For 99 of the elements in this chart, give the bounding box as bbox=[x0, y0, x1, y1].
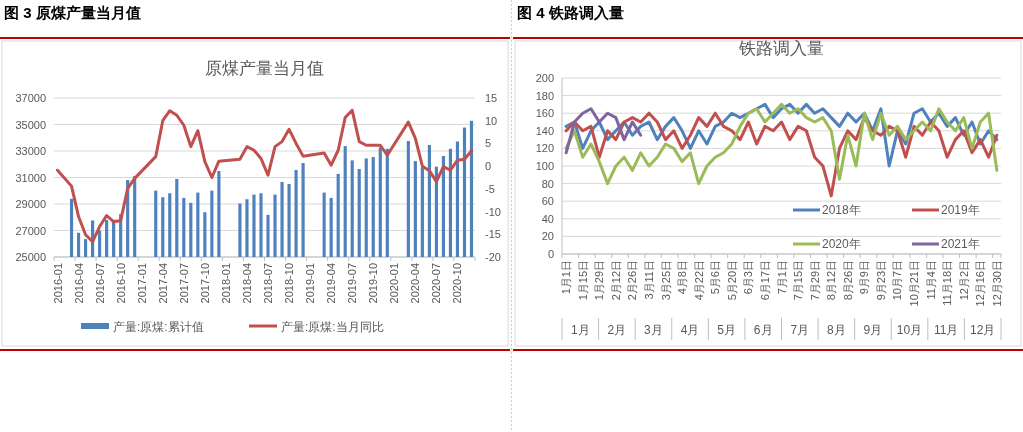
x-tick-label: 10月21日 bbox=[908, 260, 921, 307]
x-tick-label: 2020-07 bbox=[430, 263, 443, 304]
x-tick-label: 7月29日 bbox=[808, 260, 821, 301]
y2-tick-label: -15 bbox=[485, 228, 501, 241]
y-tick-label: 160 bbox=[535, 107, 554, 120]
x-tick-label: 2016-04 bbox=[72, 263, 85, 304]
y2-tick-label: -5 bbox=[485, 182, 495, 195]
x-tick-label: 7月1日 bbox=[775, 260, 788, 295]
x-tick-label: 12月30日 bbox=[990, 260, 1003, 307]
line-series bbox=[564, 102, 999, 186]
text: 3月 bbox=[644, 323, 663, 337]
x-tick-label: 12月2日 bbox=[957, 260, 970, 301]
y-tick-label: 31000 bbox=[15, 171, 46, 184]
y2-tick-label: 10 bbox=[485, 114, 498, 127]
x-tick-label: 2019-01 bbox=[304, 263, 317, 304]
y-tick-label: 180 bbox=[535, 89, 554, 102]
y-tick-label: 60 bbox=[541, 195, 554, 208]
y-tick-label: 29000 bbox=[15, 198, 46, 210]
x-tick-label: 3月11日 bbox=[642, 260, 655, 300]
x-tick-label: 2018-04 bbox=[240, 263, 253, 304]
y-tick-label: 35000 bbox=[15, 118, 46, 131]
x-tick-label: 2019-07 bbox=[346, 263, 359, 304]
text: 6月 bbox=[753, 323, 773, 337]
legend-label: 2018年 bbox=[822, 203, 861, 217]
text: 4月 bbox=[680, 323, 700, 337]
y-tick-label: 140 bbox=[535, 124, 554, 137]
legend-label: 2019年 bbox=[941, 203, 980, 217]
x-tick-label: 2019-04 bbox=[325, 263, 338, 304]
x-tick-label: 11月4日 bbox=[924, 260, 937, 300]
x-tick-label: 2020-10 bbox=[451, 263, 464, 304]
x-tick-label: 2020-04 bbox=[409, 263, 422, 304]
x-tick-label: 2020-01 bbox=[388, 263, 401, 304]
y2-tick-label: -10 bbox=[485, 205, 501, 218]
line-series bbox=[564, 111, 999, 198]
x-tick-label: 2018-07 bbox=[262, 263, 275, 304]
x-tick-label: 2016-01 bbox=[51, 263, 64, 304]
line-series bbox=[56, 108, 473, 244]
y-tick-label: 0 bbox=[547, 248, 554, 260]
legend-label: 产量:原煤:当月同比 bbox=[281, 320, 384, 334]
y-tick-label: 80 bbox=[541, 177, 554, 190]
x-tick-label: 2月26日 bbox=[626, 260, 639, 301]
x-tick-label: 2016-07 bbox=[93, 263, 106, 304]
y2-tick-label: 15 bbox=[485, 92, 498, 104]
text: 7月 bbox=[790, 323, 810, 337]
chart-title: 铁路调入量 bbox=[738, 39, 824, 58]
y-tick-label: 27000 bbox=[15, 224, 46, 237]
x-tick-label: 3月25日 bbox=[659, 260, 672, 301]
x-tick-label: 1月29日 bbox=[593, 260, 606, 301]
y-tick-label: 120 bbox=[535, 142, 554, 155]
x-tick-label: 9月23日 bbox=[874, 260, 887, 301]
y-tick-label: 20 bbox=[541, 230, 554, 243]
x-tick-label: 7月15日 bbox=[792, 260, 805, 301]
y2-tick-label: 0 bbox=[485, 160, 492, 173]
text: 8月 bbox=[827, 323, 846, 337]
x-tick-label: 5月20日 bbox=[725, 260, 738, 301]
caption: 图 4 铁路调入量 bbox=[517, 4, 624, 21]
y2-tick-label: 5 bbox=[485, 137, 492, 150]
text: 2月 bbox=[607, 323, 627, 337]
x-tick-label: 6月17日 bbox=[758, 260, 771, 301]
text: 12月 bbox=[970, 323, 996, 337]
text: 5月 bbox=[717, 323, 736, 337]
x-tick-label: 8月12日 bbox=[825, 260, 838, 301]
text: 1月 bbox=[570, 323, 590, 337]
y-tick-label: 40 bbox=[541, 212, 554, 225]
text: 9月 bbox=[863, 323, 883, 337]
caption: 图 3 原煤产量当月值 bbox=[4, 4, 141, 21]
y-tick-label: 200 bbox=[535, 72, 554, 84]
text: 10月 bbox=[896, 323, 923, 337]
x-tick-label: 5月6日 bbox=[709, 260, 722, 295]
x-tick-label: 2月12日 bbox=[609, 260, 622, 301]
line-series bbox=[564, 107, 643, 155]
x-tick-label: 2018-01 bbox=[219, 263, 232, 304]
legend-label: 2021年 bbox=[941, 237, 980, 251]
y-tick-label: 100 bbox=[535, 160, 554, 172]
x-tick-label: 11月18日 bbox=[941, 260, 954, 306]
x-tick-label: 2017-01 bbox=[135, 263, 148, 304]
chart-title: 原煤产量当月值 bbox=[205, 59, 324, 78]
x-tick-label: 2017-04 bbox=[156, 263, 169, 304]
x-tick-label: 4月22日 bbox=[692, 260, 705, 301]
y-tick-label: 33000 bbox=[15, 145, 46, 157]
y-tick-label: 37000 bbox=[15, 92, 46, 104]
x-tick-label: 6月3日 bbox=[742, 260, 755, 295]
text: 11月 bbox=[933, 323, 959, 337]
x-tick-label: 1月1日 bbox=[560, 260, 573, 295]
x-tick-label: 2018-10 bbox=[283, 263, 296, 304]
x-tick-label: 10月7日 bbox=[891, 260, 904, 301]
legend-label: 产量:原煤:累计值 bbox=[113, 320, 204, 334]
x-tick-label: 12月16日 bbox=[974, 260, 987, 307]
y-tick-label: 25000 bbox=[15, 251, 46, 263]
x-tick-label: 2016-10 bbox=[114, 263, 127, 304]
x-tick-label: 2017-07 bbox=[177, 263, 190, 304]
x-tick-label: 4月8日 bbox=[676, 260, 689, 295]
x-tick-label: 1月15日 bbox=[576, 260, 589, 301]
x-tick-label: 2017-10 bbox=[198, 263, 211, 304]
x-tick-label: 2019-10 bbox=[367, 263, 380, 304]
y2-tick-label: -20 bbox=[485, 251, 501, 263]
legend-label: 2020年 bbox=[822, 237, 861, 251]
x-tick-label: 9月9日 bbox=[858, 260, 871, 295]
x-tick-label: 8月26日 bbox=[841, 260, 854, 301]
